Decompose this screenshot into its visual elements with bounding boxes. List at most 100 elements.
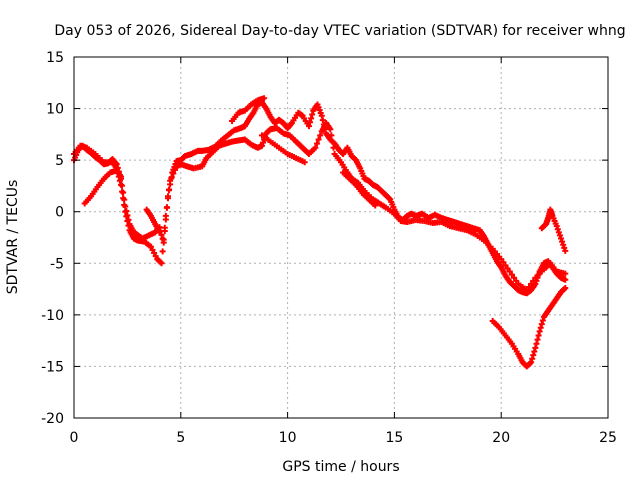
data-point bbox=[315, 136, 322, 143]
data-point bbox=[554, 226, 561, 233]
data-point bbox=[121, 202, 128, 209]
x-tick-label: 20 bbox=[492, 430, 510, 446]
x-tick-label: 25 bbox=[599, 430, 617, 446]
y-tick-label: -15 bbox=[41, 359, 64, 375]
data-point bbox=[529, 355, 536, 362]
x-tick-label: 5 bbox=[176, 430, 185, 446]
data-point bbox=[152, 253, 159, 260]
x-tick-label: 15 bbox=[385, 430, 403, 446]
data-point bbox=[534, 336, 541, 343]
data-point bbox=[558, 235, 565, 242]
data-point bbox=[502, 262, 509, 269]
data-point bbox=[313, 140, 320, 147]
data-point bbox=[171, 166, 178, 173]
data-point bbox=[163, 204, 170, 211]
plot-frame bbox=[73, 56, 609, 419]
data-point bbox=[561, 244, 568, 251]
grid bbox=[74, 57, 608, 418]
y-tick-label: 10 bbox=[46, 102, 64, 118]
data-point bbox=[309, 111, 316, 118]
data-point bbox=[530, 277, 537, 284]
data-point bbox=[117, 181, 124, 188]
series-secondary-trace bbox=[71, 120, 569, 294]
y-tick-label: -5 bbox=[50, 256, 64, 272]
data-point bbox=[328, 132, 335, 139]
series-upper-branch bbox=[229, 95, 268, 124]
series-midday-branch bbox=[258, 132, 308, 166]
data-point bbox=[317, 132, 324, 139]
data-point bbox=[166, 186, 173, 193]
x-tick-label: 10 bbox=[279, 430, 297, 446]
data-point bbox=[160, 236, 167, 243]
data-point bbox=[122, 208, 129, 215]
data-point bbox=[161, 224, 168, 231]
data-point bbox=[562, 276, 569, 283]
data-point bbox=[156, 229, 163, 236]
data-point bbox=[528, 359, 535, 366]
data-point bbox=[329, 138, 336, 145]
data-point bbox=[372, 202, 379, 209]
data-point bbox=[312, 144, 319, 151]
data-point bbox=[164, 195, 171, 202]
data-point bbox=[168, 174, 175, 181]
data-point bbox=[307, 119, 314, 126]
data-point bbox=[151, 249, 158, 256]
data-point bbox=[533, 340, 540, 347]
data-point bbox=[532, 344, 539, 351]
data-point bbox=[123, 213, 130, 220]
data-point bbox=[553, 223, 560, 230]
data-point bbox=[120, 189, 127, 196]
data-point bbox=[539, 317, 546, 324]
data-point bbox=[538, 321, 545, 328]
y-tick-label: 15 bbox=[46, 50, 64, 66]
data-point bbox=[528, 280, 535, 287]
series-main-trace bbox=[71, 99, 569, 297]
series-spike-trace bbox=[538, 206, 569, 254]
x-axis-label: GPS time / hours bbox=[282, 459, 399, 475]
data-point bbox=[523, 287, 530, 294]
data-point bbox=[330, 144, 337, 151]
data-point bbox=[120, 195, 127, 202]
data-point bbox=[537, 324, 544, 331]
data-point bbox=[536, 328, 543, 335]
x-tick-label: 0 bbox=[70, 430, 79, 446]
data-point bbox=[119, 188, 126, 195]
data-point bbox=[562, 247, 569, 254]
data-point bbox=[531, 348, 538, 355]
y-tick-label: 5 bbox=[55, 153, 64, 169]
data-point bbox=[504, 265, 511, 272]
data-point bbox=[125, 222, 132, 229]
data-point bbox=[555, 229, 562, 236]
data-point bbox=[117, 173, 124, 180]
data-point bbox=[556, 232, 563, 239]
y-tick-label: -10 bbox=[41, 308, 64, 324]
data-point bbox=[147, 243, 154, 250]
data-point bbox=[305, 123, 312, 130]
data-point bbox=[535, 332, 542, 339]
data-point bbox=[158, 260, 165, 267]
data-point bbox=[530, 352, 537, 359]
axis-ticks: 0 5 10 15 20 25 -20 -15 -10 -5 0 5 10 15 bbox=[41, 50, 617, 446]
data-point bbox=[498, 256, 505, 263]
data-point bbox=[116, 177, 123, 184]
y-tick-label: 0 bbox=[55, 205, 64, 221]
data-point bbox=[124, 217, 131, 224]
y-tick-label: -20 bbox=[41, 411, 64, 427]
data-point bbox=[513, 277, 520, 284]
data-point bbox=[511, 274, 518, 281]
data-point bbox=[562, 285, 569, 292]
data-point bbox=[327, 126, 334, 133]
series-late-branch bbox=[340, 169, 379, 209]
data-point bbox=[301, 159, 308, 166]
series-low-trace bbox=[489, 285, 569, 370]
data-point bbox=[559, 238, 566, 245]
series-early-branch bbox=[81, 167, 124, 207]
data-point bbox=[159, 248, 166, 255]
data-point bbox=[260, 139, 267, 146]
data-point bbox=[258, 142, 265, 149]
data-point bbox=[170, 170, 177, 177]
data-point bbox=[167, 177, 174, 184]
data-point bbox=[562, 270, 569, 277]
